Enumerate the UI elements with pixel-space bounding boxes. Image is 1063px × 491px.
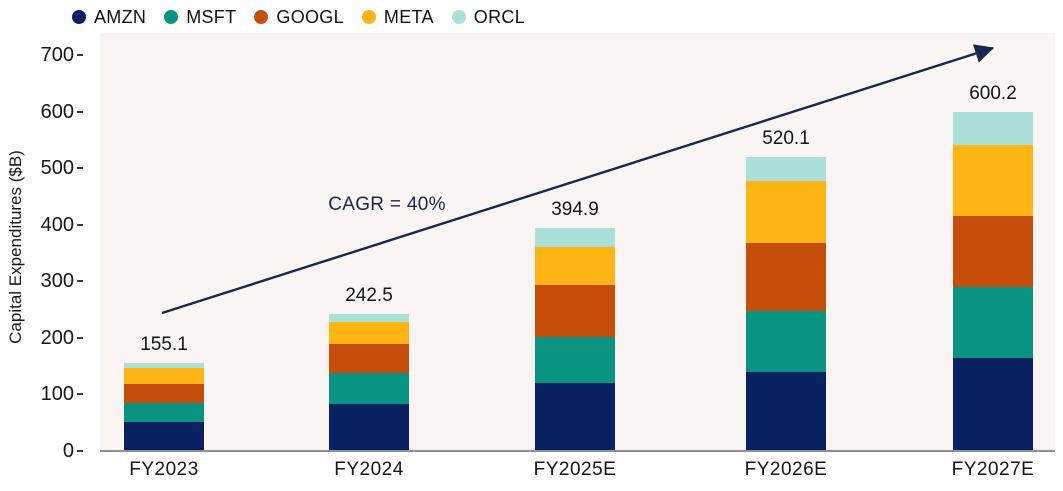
bar-segment-fy2024-meta [329, 321, 409, 345]
legend-item-amzn: AMZN [72, 7, 146, 28]
bar-segment-fy2024-orcl [329, 313, 409, 322]
x-tick-label-fy2025e: FY2025E [533, 459, 617, 480]
bar-segment-fy2023-googl [124, 383, 204, 404]
bar-segment-fy2025e-googl [535, 285, 615, 337]
bar-fy2026e [746, 156, 826, 451]
bar-segment-fy2025e-meta [535, 247, 615, 286]
legend-label: AMZN [94, 6, 147, 27]
legend-item-googl: GOOGL [254, 7, 344, 28]
y-tick-label: 700 [40, 44, 74, 67]
bar-fy2027e [953, 111, 1033, 451]
bar-segment-fy2027e-msft [953, 287, 1033, 359]
y-tick-mark [77, 450, 83, 452]
bar-segment-fy2027e-amzn [953, 358, 1033, 451]
bar-segment-fy2024-amzn [329, 403, 409, 451]
legend-dot-icon [72, 10, 86, 24]
legend-label: ORCL [473, 6, 526, 27]
bar-segment-fy2025e-orcl [535, 227, 615, 248]
bar-segment-fy2027e-meta [953, 145, 1033, 216]
bar-segment-fy2025e-amzn [535, 382, 615, 451]
y-tick-label: 300 [40, 270, 74, 293]
legend-label: META [383, 6, 434, 27]
cagr-annotation: CAGR = 40% [328, 194, 446, 215]
bar-segment-fy2023-orcl [124, 363, 204, 369]
y-tick-label: 0 [62, 440, 74, 462]
total-label-fy2023: 155.1 [140, 334, 188, 356]
x-tick-label-fy2027e: FY2027E [951, 459, 1035, 480]
legend-item-orcl: ORCL [451, 6, 526, 28]
legend-item-meta: META [361, 6, 434, 28]
bar-fy2025e [535, 227, 615, 451]
bar-segment-fy2026e-meta [746, 181, 826, 244]
y-axis-title: Capital Expenditures ($B) [6, 150, 25, 344]
y-tick-mark [77, 54, 83, 57]
y-tick-mark [77, 336, 83, 339]
y-tick-label: 100 [40, 383, 74, 406]
total-label-fy2026e: 520.1 [762, 127, 810, 149]
total-label-fy2025e: 394.9 [551, 198, 599, 220]
y-tick-mark [77, 110, 83, 113]
bar-segment-fy2026e-googl [746, 243, 826, 311]
total-label-fy2027e: 600.2 [969, 82, 1017, 104]
total-label-fy2024: 242.5 [345, 284, 393, 306]
bar-segment-fy2026e-msft [746, 310, 826, 372]
plot-area: CAGR = 40% 155.1 242.5 394.9 520.1 600.2 [100, 33, 1055, 452]
bar-segment-fy2024-msft [329, 373, 409, 404]
bar-segment-fy2025e-msft [535, 336, 615, 383]
bar-segment-fy2023-amzn [124, 422, 204, 451]
bar-segment-fy2024-googl [329, 344, 409, 374]
y-tick-mark [77, 167, 83, 170]
bar-segment-fy2023-msft [124, 403, 204, 423]
legend-label: GOOGL [276, 6, 344, 27]
y-tick-mark [77, 393, 83, 396]
x-axis-line [100, 450, 1055, 452]
y-tick-label: 600 [40, 100, 74, 123]
legend-dot-icon [361, 10, 376, 24]
bar-segment-fy2023-meta [124, 368, 204, 384]
bar-segment-fy2027e-googl [953, 215, 1033, 288]
legend-label: MSFT [186, 6, 237, 27]
y-tick-label: 500 [40, 157, 74, 180]
y-tick-label: 400 [40, 213, 74, 236]
legend-dot-icon [164, 10, 179, 24]
legend-dot-icon [254, 10, 269, 24]
legend-dot-icon [451, 10, 466, 24]
x-tick-label-fy2026e: FY2026E [744, 459, 828, 480]
x-tick-label-fy2023: FY2023 [129, 459, 199, 480]
bar-segment-fy2026e-amzn [746, 371, 826, 451]
legend-item-msft: MSFT [164, 7, 236, 28]
y-tick-mark [77, 223, 83, 226]
bar-fy2023 [124, 363, 204, 451]
y-tick-mark [77, 280, 83, 283]
y-tick-label: 200 [40, 326, 74, 349]
bar-fy2024 [329, 313, 409, 451]
bar-segment-fy2027e-orcl [953, 111, 1033, 146]
legend: AMZN MSFT GOOGL META ORCL [72, 4, 525, 30]
x-tick-label-fy2024: FY2024 [334, 459, 404, 480]
bar-segment-fy2026e-orcl [746, 156, 826, 182]
